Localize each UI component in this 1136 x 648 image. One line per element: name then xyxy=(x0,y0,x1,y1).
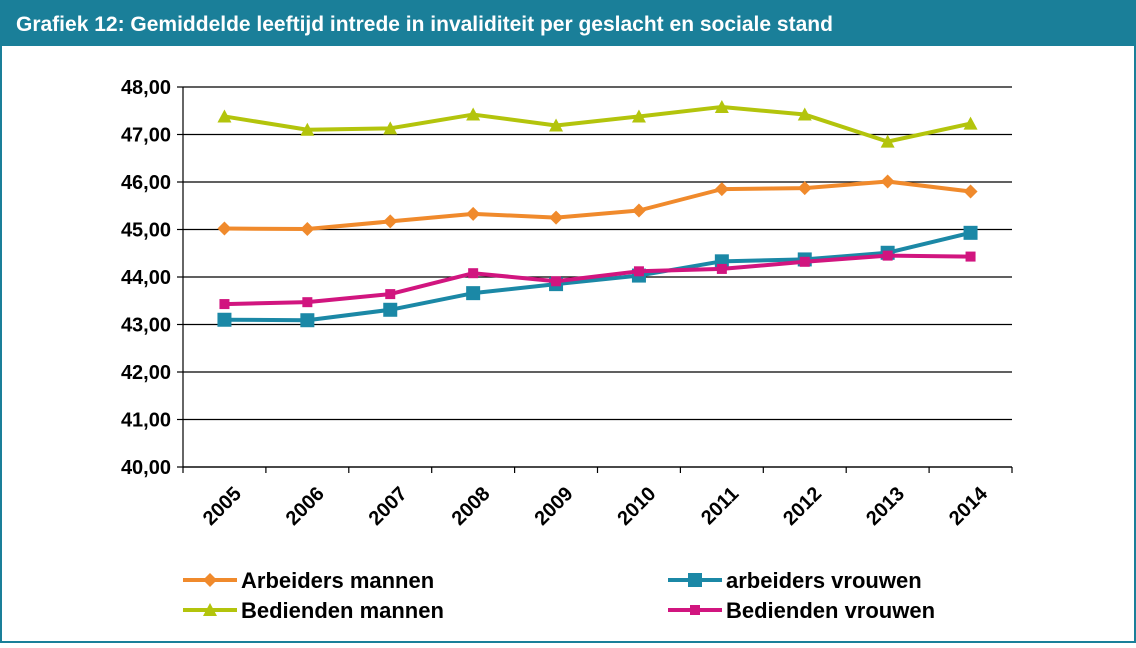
marker xyxy=(217,221,232,236)
marker xyxy=(217,312,232,327)
y-tick-label: 41,00 xyxy=(121,410,171,432)
marker xyxy=(300,313,315,328)
series-line xyxy=(224,253,971,307)
marker xyxy=(466,107,481,121)
marker xyxy=(383,302,398,317)
marker xyxy=(797,107,812,121)
y-tick-label: 48,00 xyxy=(121,77,171,99)
header-bar xyxy=(0,0,1136,46)
marker xyxy=(797,181,812,196)
marker xyxy=(714,99,729,113)
marker xyxy=(882,250,893,261)
marker xyxy=(300,122,315,136)
marker xyxy=(714,182,729,197)
marker xyxy=(716,263,727,274)
y-tick-label: 47,00 xyxy=(121,125,171,147)
marker xyxy=(300,222,315,237)
y-tick-label: 45,00 xyxy=(121,220,171,242)
marker xyxy=(383,121,398,135)
marker xyxy=(688,573,702,587)
marker xyxy=(383,214,398,229)
marker xyxy=(690,605,700,615)
marker xyxy=(203,603,217,616)
marker xyxy=(217,109,232,123)
marker xyxy=(633,266,644,277)
legend-label: Arbeiders mannen xyxy=(241,568,434,593)
marker xyxy=(965,251,976,262)
series-line xyxy=(224,179,971,232)
series-line xyxy=(224,230,972,323)
marker xyxy=(963,184,978,199)
marker xyxy=(963,116,978,130)
marker xyxy=(203,573,217,587)
legend-label: Bedienden mannen xyxy=(241,598,444,623)
marker xyxy=(549,118,564,132)
legend-label: Bedienden vrouwen xyxy=(726,598,935,623)
marker xyxy=(880,134,895,148)
y-tick-label: 44,00 xyxy=(121,267,171,289)
series-line xyxy=(224,104,971,144)
marker xyxy=(466,206,481,221)
y-tick-label: 43,00 xyxy=(121,315,171,337)
marker xyxy=(549,210,564,225)
y-tick-label: 46,00 xyxy=(121,172,171,194)
marker xyxy=(799,256,810,267)
marker xyxy=(631,109,646,123)
marker xyxy=(468,268,479,279)
y-tick-label: 42,00 xyxy=(121,362,171,384)
marker xyxy=(963,225,978,240)
marker xyxy=(302,297,313,308)
marker xyxy=(385,289,396,300)
chart-title: Grafiek 12: Gemiddelde leeftijd intrede … xyxy=(16,13,833,36)
marker xyxy=(466,286,481,301)
marker xyxy=(880,174,895,189)
y-tick-label: 40,00 xyxy=(121,457,171,479)
legend-label: arbeiders vrouwen xyxy=(726,568,922,593)
marker xyxy=(219,299,230,310)
marker xyxy=(631,203,646,218)
marker xyxy=(551,276,562,287)
